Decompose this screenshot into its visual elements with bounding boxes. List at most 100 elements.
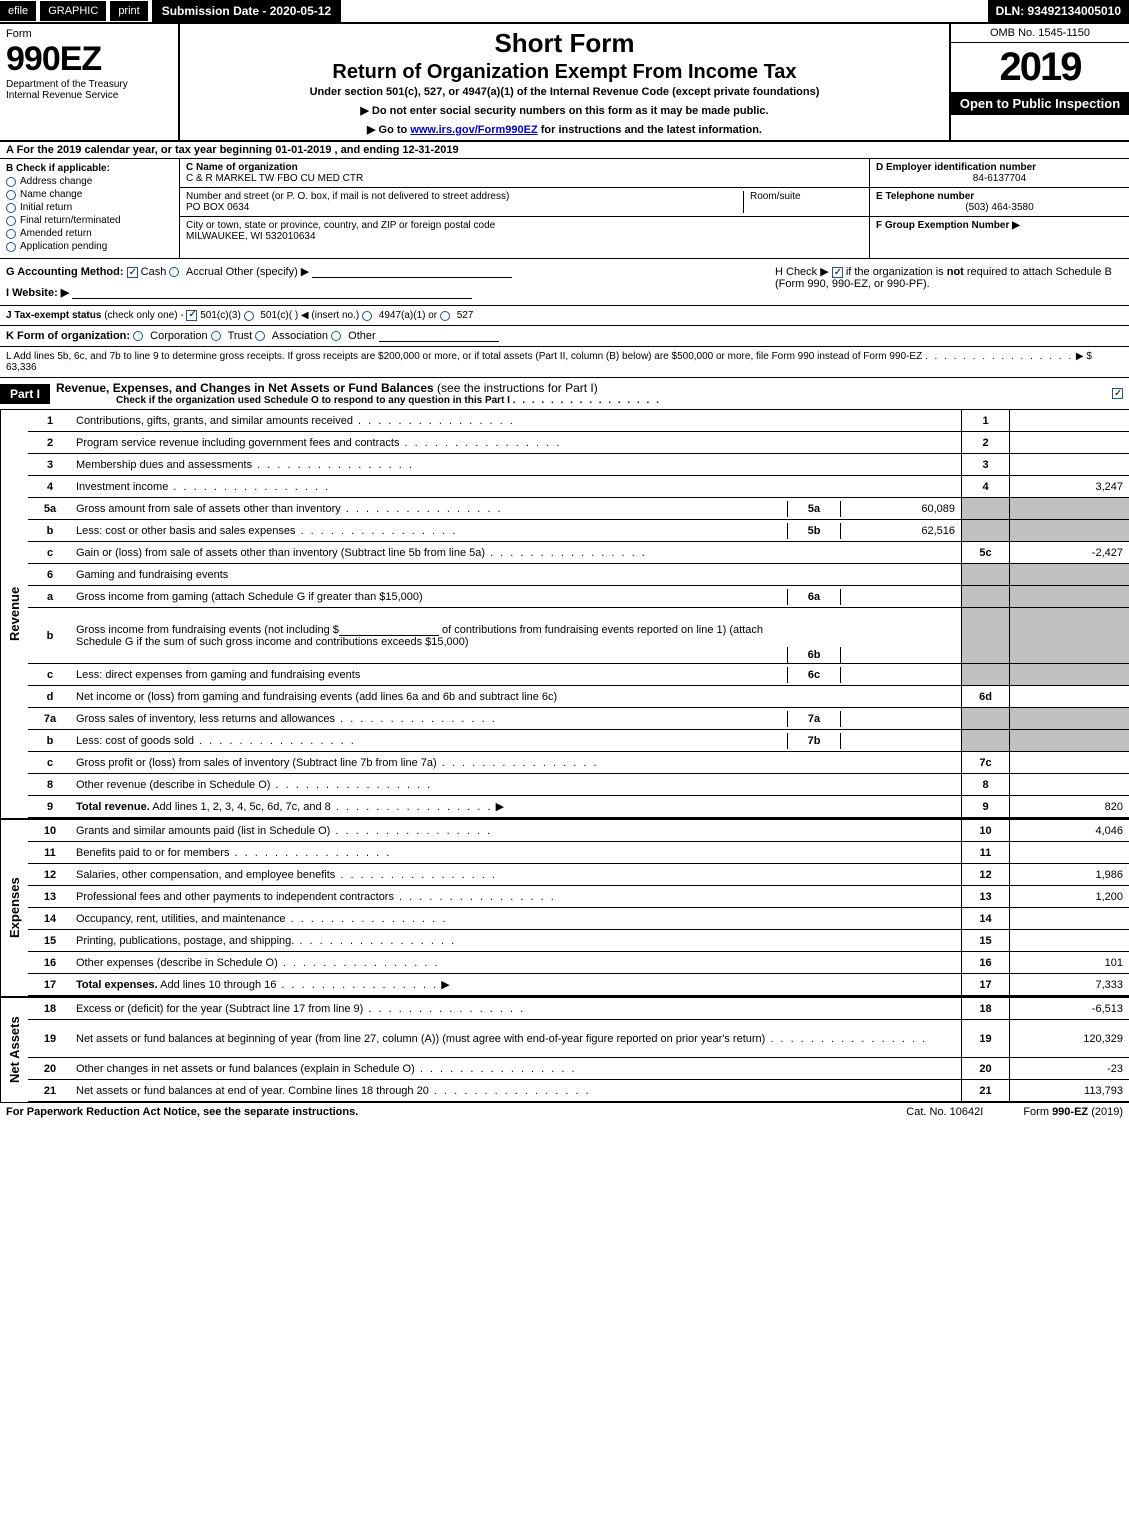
line-11: 11Benefits paid to or for members11 xyxy=(28,842,1129,864)
line-3: 3Membership dues and assessments3 xyxy=(28,454,1129,476)
row-g-h: G Accounting Method: Cash Accrual Other … xyxy=(0,259,1129,306)
instruction-link: ▶ Go to www.irs.gov/Form990EZ for instru… xyxy=(184,123,945,136)
expenses-section: Expenses 10Grants and similar amounts pa… xyxy=(0,818,1129,996)
org-name-row: C Name of organization C & R MARKEL TW F… xyxy=(180,159,869,188)
ein-label: D Employer identification number xyxy=(876,162,1123,173)
irs-link[interactable]: www.irs.gov/Form990EZ xyxy=(410,124,537,136)
check-initial-return[interactable]: Initial return xyxy=(6,202,173,213)
column-c-org: C Name of organization C & R MARKEL TW F… xyxy=(180,159,869,258)
header-center: Short Form Return of Organization Exempt… xyxy=(180,24,949,140)
assoc-checkbox[interactable] xyxy=(255,331,265,341)
line-6c: cLess: direct expenses from gaming and f… xyxy=(28,664,1129,686)
dept-irs: Internal Revenue Service xyxy=(6,90,172,101)
room-suite: Room/suite xyxy=(743,191,863,213)
line-7a: 7aGross sales of inventory, less returns… xyxy=(28,708,1129,730)
cash-checkbox[interactable] xyxy=(127,267,138,278)
h-label: H Check ▶ xyxy=(775,266,829,278)
print-button[interactable]: print xyxy=(110,1,147,21)
line-1: 1Contributions, gifts, grants, and simil… xyxy=(28,410,1129,432)
j-label: J Tax-exempt status xyxy=(6,310,101,321)
form-number: 990EZ xyxy=(6,40,172,79)
check-name-change[interactable]: Name change xyxy=(6,189,173,200)
part-i-check-line: Check if the organization used Schedule … xyxy=(56,395,1106,406)
check-final-return[interactable]: Final return/terminated xyxy=(6,215,173,226)
website-blank[interactable] xyxy=(72,287,472,299)
street-row: Number and street (or P. O. box, if mail… xyxy=(180,188,869,217)
l-text: L Add lines 5b, 6c, and 7b to line 9 to … xyxy=(6,351,922,362)
line-2: 2Program service revenue including gover… xyxy=(28,432,1129,454)
phone-row: E Telephone number (503) 464-3580 xyxy=(870,188,1129,217)
h-attach-schedule-b: H Check ▶ if the organization is not req… xyxy=(769,259,1129,305)
graphic-button[interactable]: GRAPHIC xyxy=(40,1,106,21)
net-assets-section: Net Assets 18Excess or (deficit) for the… xyxy=(0,996,1129,1102)
part-i-header-row: Part I Revenue, Expenses, and Changes in… xyxy=(0,378,1129,410)
circle-icon xyxy=(6,177,16,187)
circle-icon xyxy=(6,229,16,239)
check-address-change[interactable]: Address change xyxy=(6,176,173,187)
part-i-title: Revenue, Expenses, and Changes in Net As… xyxy=(50,378,1112,409)
website-label: I Website: ▶ xyxy=(6,287,69,299)
line-16: 16Other expenses (describe in Schedule O… xyxy=(28,952,1129,974)
dln-label: DLN: 93492134005010 xyxy=(988,0,1129,22)
phone-value: (503) 464-3580 xyxy=(876,202,1123,213)
4947-checkbox[interactable] xyxy=(362,311,372,321)
form-word: Form xyxy=(6,28,172,40)
ein-value: 84-6137704 xyxy=(876,173,1123,184)
k-label: K Form of organization: xyxy=(6,330,130,342)
trust-checkbox[interactable] xyxy=(211,331,221,341)
accrual-checkbox[interactable] xyxy=(169,267,179,277)
circle-icon xyxy=(6,216,16,226)
501c-checkbox[interactable] xyxy=(244,311,254,321)
line-6d: dNet income or (loss) from gaming and fu… xyxy=(28,686,1129,708)
phone-label: E Telephone number xyxy=(876,191,1123,202)
line-15: 15Printing, publications, postage, and s… xyxy=(28,930,1129,952)
line-5b: bLess: cost or other basis and sales exp… xyxy=(28,520,1129,542)
city-label: City or town, state or province, country… xyxy=(186,220,495,231)
section-a-tax-year: A For the 2019 calendar year, or tax yea… xyxy=(0,142,1129,159)
paperwork-notice: For Paperwork Reduction Act Notice, see … xyxy=(6,1106,358,1118)
line-10: 10Grants and similar amounts paid (list … xyxy=(28,820,1129,842)
form-footer-label: Form 990-EZ (2019) xyxy=(1023,1106,1123,1118)
submission-date-label: Submission Date - 2020-05-12 xyxy=(152,0,341,22)
revenue-side-label: Revenue xyxy=(0,410,28,818)
line-6b: bGross income from fundraising events (n… xyxy=(28,608,1129,664)
check-application-pending[interactable]: Application pending xyxy=(6,241,173,252)
line-14: 14Occupancy, rent, utilities, and mainte… xyxy=(28,908,1129,930)
subtitle: Under section 501(c), 527, or 4947(a)(1)… xyxy=(184,86,945,98)
h-checkbox[interactable] xyxy=(832,267,843,278)
efile-button[interactable]: efile xyxy=(0,1,36,21)
corp-checkbox[interactable] xyxy=(133,331,143,341)
part-i-checkbox[interactable] xyxy=(1112,388,1123,399)
topbar: efile GRAPHIC print Submission Date - 20… xyxy=(0,0,1129,24)
line-4: 4Investment income43,247 xyxy=(28,476,1129,498)
form-of-organization: K Form of organization: Corporation Trus… xyxy=(0,326,1129,347)
page-footer: For Paperwork Reduction Act Notice, see … xyxy=(0,1102,1129,1121)
line-5c: cGain or (loss) from sale of assets othe… xyxy=(28,542,1129,564)
line-17: 17Total expenses. Add lines 10 through 1… xyxy=(28,974,1129,996)
column-b-checkboxes: B Check if applicable: Address change Na… xyxy=(0,159,180,258)
city-value: MILWAUKEE, WI 532010634 xyxy=(186,231,495,242)
527-checkbox[interactable] xyxy=(440,311,450,321)
501c3-checkbox[interactable] xyxy=(186,310,197,321)
instruction-post: for instructions and the latest informat… xyxy=(538,124,762,136)
line-21: 21Net assets or fund balances at end of … xyxy=(28,1080,1129,1102)
accounting-method: G Accounting Method: Cash Accrual Other … xyxy=(0,259,769,305)
line-6a: aGross income from gaming (attach Schedu… xyxy=(28,586,1129,608)
other-org-blank[interactable] xyxy=(379,330,499,342)
line-7b: bLess: cost of goods sold7b xyxy=(28,730,1129,752)
line-13: 13Professional fees and other payments t… xyxy=(28,886,1129,908)
g-label: G Accounting Method: xyxy=(6,266,124,278)
group-exemption-label: F Group Exemption Number ▶ xyxy=(876,220,1123,231)
gross-receipts-instruction: L Add lines 5b, 6c, and 7b to line 9 to … xyxy=(0,347,1129,378)
instruction-pre: ▶ Go to xyxy=(367,124,410,136)
other-specify-blank[interactable] xyxy=(312,266,512,278)
line-6: 6Gaming and fundraising events xyxy=(28,564,1129,586)
line-7c: cGross profit or (loss) from sales of in… xyxy=(28,752,1129,774)
expenses-side-label: Expenses xyxy=(0,820,28,996)
line-18: 18Excess or (deficit) for the year (Subt… xyxy=(28,998,1129,1020)
other-org-checkbox[interactable] xyxy=(331,331,341,341)
check-amended-return[interactable]: Amended return xyxy=(6,228,173,239)
revenue-section: Revenue 1Contributions, gifts, grants, a… xyxy=(0,410,1129,818)
street-label: Number and street (or P. O. box, if mail… xyxy=(186,191,509,202)
ein-row: D Employer identification number 84-6137… xyxy=(870,159,1129,188)
